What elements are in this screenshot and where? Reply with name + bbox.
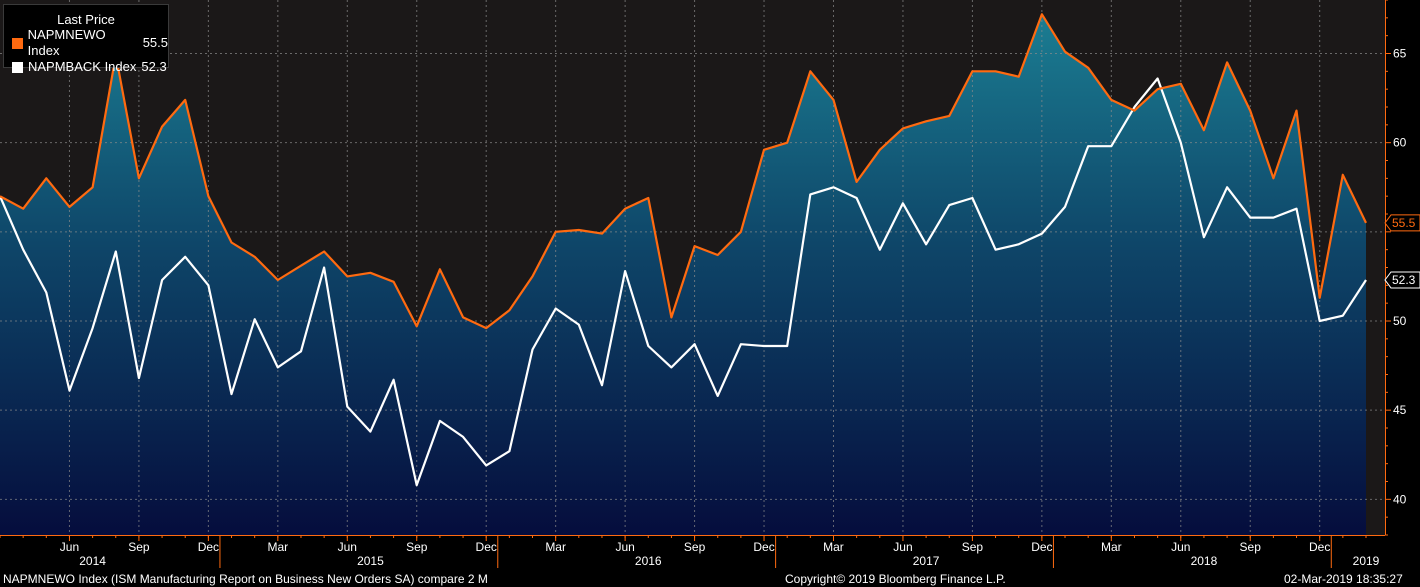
legend: Last Price NAPMNEWO Index 55.5 NAPMBACK …	[3, 4, 169, 74]
x-tick-label: Mar	[545, 540, 566, 554]
series-line-1	[0, 77, 1367, 487]
x-tick-label: Mar	[823, 540, 844, 554]
footer: NAPMNEWO Index (ISM Manufacturing Report…	[0, 570, 1420, 587]
footer-timestamp: 02-Mar-2019 18:35:27	[1284, 572, 1403, 586]
axis-layer: Jun Sep Dec Mar Jun Sep Dec Mar Jun Sep Dec Mar Jun S…	[0, 0, 1420, 570]
footer-copyright: Copyright© 2019 Bloomberg Finance L.P.	[785, 572, 1006, 586]
y-tick-label: 60	[1393, 136, 1407, 150]
legend-swatch-napmback	[12, 61, 23, 73]
legend-title: Last Price	[57, 12, 115, 27]
last-value-tag-box	[1384, 271, 1420, 289]
legend-entry-napmback: NAPMBACK Index 52.3	[12, 59, 168, 75]
y-tick-label: 40	[1393, 492, 1407, 506]
x-tick-label: Sep	[128, 540, 150, 554]
x-tick-label: Jun	[60, 540, 79, 554]
series-line-0	[0, 13, 1367, 330]
last-value-tag-0: 55.5	[1384, 214, 1420, 232]
grid-layer	[0, 0, 1385, 535]
x-tick-label: Mar	[1101, 540, 1122, 554]
x-axis-background	[0, 535, 1420, 570]
last-value-label: 55.5	[1392, 216, 1416, 230]
y-tick-label: 65	[1393, 47, 1407, 61]
line-layer	[0, 13, 1367, 487]
x-year-label: 2015	[357, 554, 384, 568]
y-tick-label: 45	[1393, 403, 1407, 417]
x-year-label: 2014	[79, 554, 106, 568]
legend-name-napmback: NAPMBACK Index	[28, 59, 137, 74]
x-year-label: 2017	[913, 554, 940, 568]
x-tick-label: Dec	[476, 540, 497, 554]
x-tick-label: Sep	[684, 540, 706, 554]
legend-value-napmnewo: 55.5	[142, 35, 168, 50]
x-tick-label: Sep	[406, 540, 428, 554]
x-tick-label: Dec	[1031, 540, 1052, 554]
x-tick-label: Sep	[1240, 540, 1262, 554]
last-value-tag-1: 52.3	[1384, 271, 1420, 289]
x-tick-label: Jun	[338, 540, 357, 554]
x-tick-label: Sep	[962, 540, 984, 554]
x-tick-label: Mar	[267, 540, 288, 554]
footer-description: NAPMNEWO Index (ISM Manufacturing Report…	[3, 572, 488, 586]
x-year-label: 2019	[1353, 554, 1380, 568]
legend-value-napmback: 52.3	[141, 59, 167, 74]
y-axis-background	[1385, 0, 1420, 535]
x-tick-label: Jun	[615, 540, 634, 554]
x-year-label: 2018	[1191, 554, 1218, 568]
area-fill-0	[0, 14, 1366, 536]
legend-name-napmnewo: NAPMNEWO Index	[27, 27, 106, 58]
x-tick-label: Jun	[893, 540, 912, 554]
x-tick-label: Dec	[1309, 540, 1330, 554]
x-year-label: 2016	[635, 554, 662, 568]
y-tick-label: 50	[1393, 314, 1407, 328]
x-tick-label: Dec	[198, 540, 219, 554]
last-value-tag-box	[1384, 214, 1420, 232]
legend-swatch-napmnewo	[12, 37, 23, 49]
last-value-label: 52.3	[1392, 273, 1416, 287]
area-layer	[0, 14, 1366, 536]
legend-entry-napmnewo: NAPMNEWO Index 55.5	[12, 27, 168, 59]
x-tick-label: Jun	[1171, 540, 1190, 554]
line-chart: Jun Sep Dec Mar Jun Sep Dec Mar Jun Sep Dec Mar Jun S…	[0, 0, 1420, 570]
x-tick-label: Dec	[753, 540, 774, 554]
